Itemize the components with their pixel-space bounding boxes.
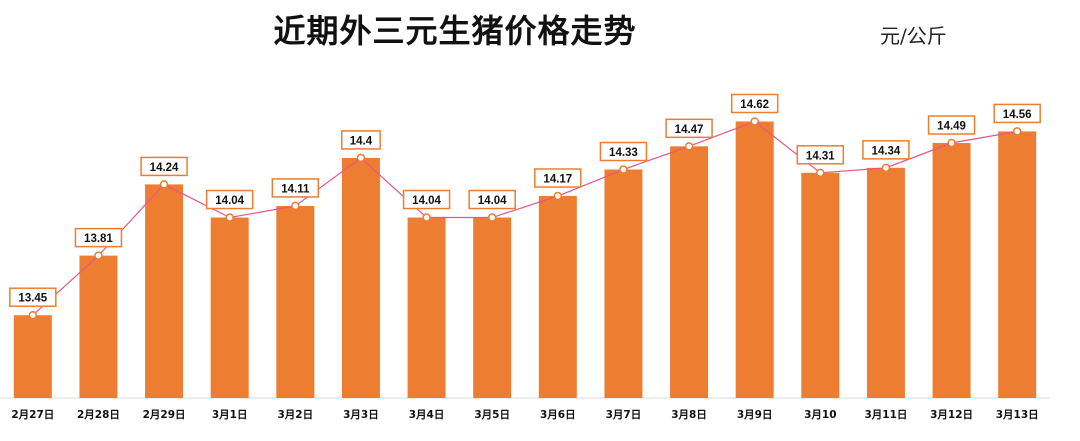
data-label-box [862,140,910,160]
data-label-box [927,115,976,135]
bar [866,167,905,398]
data-point [816,168,825,178]
x-tick-label: 3月10 [804,409,836,421]
data-label: 13.45 [18,293,47,305]
x-tick-label: 3月5日 [474,409,510,421]
data-label-box [74,227,123,248]
data-point [159,180,169,189]
x-tick-label: 3月2日 [278,409,314,421]
bar [735,121,774,398]
data-label-box [665,118,713,139]
x-tick-label: 3月6日 [540,409,576,421]
data-label-box [599,141,648,162]
data-label-box [468,189,516,210]
data-label-box [402,189,451,210]
data-label: 13.81 [84,233,113,245]
bar [341,157,380,398]
data-label: 14.24 [150,162,179,174]
data-label: 14.31 [806,150,835,162]
x-tick-label: 3月9日 [737,409,773,421]
data-point [28,310,38,320]
data-point [1012,127,1022,136]
bar [670,146,709,398]
bar [801,172,840,398]
data-label: 14.62 [740,99,769,111]
data-point [553,191,563,201]
data-label: 14.4 [350,135,373,147]
x-tick-label: 3月11日 [864,409,907,421]
x-tick-label: 3月8日 [671,409,707,421]
x-tick-label: 2月27日 [11,409,54,421]
x-tick-label: 3月4日 [409,409,445,421]
bar [473,217,512,398]
x-tick-label: 3月13日 [996,409,1039,421]
data-label-box [140,156,188,177]
data-label-box [271,178,320,198]
unit-label: 元/公斤 [880,24,947,48]
bar [604,169,643,398]
data-label-box [993,103,1041,124]
bar [276,205,315,398]
bar [210,217,249,398]
x-tick-label: 3月1日 [212,409,248,421]
data-label-box [9,287,57,307]
data-point [487,213,497,222]
data-point [291,201,300,211]
data-label: 14.04 [215,195,244,207]
data-point [750,117,759,126]
x-tick-label: 3月7日 [606,409,642,421]
bar [145,184,184,398]
bar [538,196,577,398]
bar [13,315,52,398]
data-label: 14.04 [412,195,441,207]
bar [998,131,1037,399]
data-point [94,251,103,260]
data-label-box [730,93,779,114]
x-tick-label: 3月3日 [343,409,379,421]
data-point [684,142,694,151]
data-point [356,153,366,163]
data-label: 14.49 [937,121,966,133]
data-point [619,165,628,174]
x-tick-label: 3月12日 [930,409,973,421]
data-point [225,213,234,222]
data-label-box [534,168,582,188]
x-tick-label: 2月29日 [143,409,186,421]
data-label-box [340,130,381,150]
chart-title: 近期外三元生猪价格走势 [273,12,637,50]
data-label: 14.47 [675,124,704,136]
x-tick-label: 2月28日 [77,409,120,421]
data-point [947,138,956,148]
bar [932,143,971,398]
data-label-box [205,189,254,210]
trend-line [32,120,1018,316]
data-label: 14.04 [478,195,507,207]
data-label: 14.34 [872,145,901,157]
data-label: 14.17 [543,174,572,186]
bar [407,217,446,398]
bar [79,255,118,398]
data-label: 14.11 [281,183,310,195]
data-label: 14.33 [609,147,638,159]
data-label-box [796,145,845,165]
data-point [881,163,891,173]
data-label: 14.56 [1003,109,1032,121]
data-point [422,213,431,222]
